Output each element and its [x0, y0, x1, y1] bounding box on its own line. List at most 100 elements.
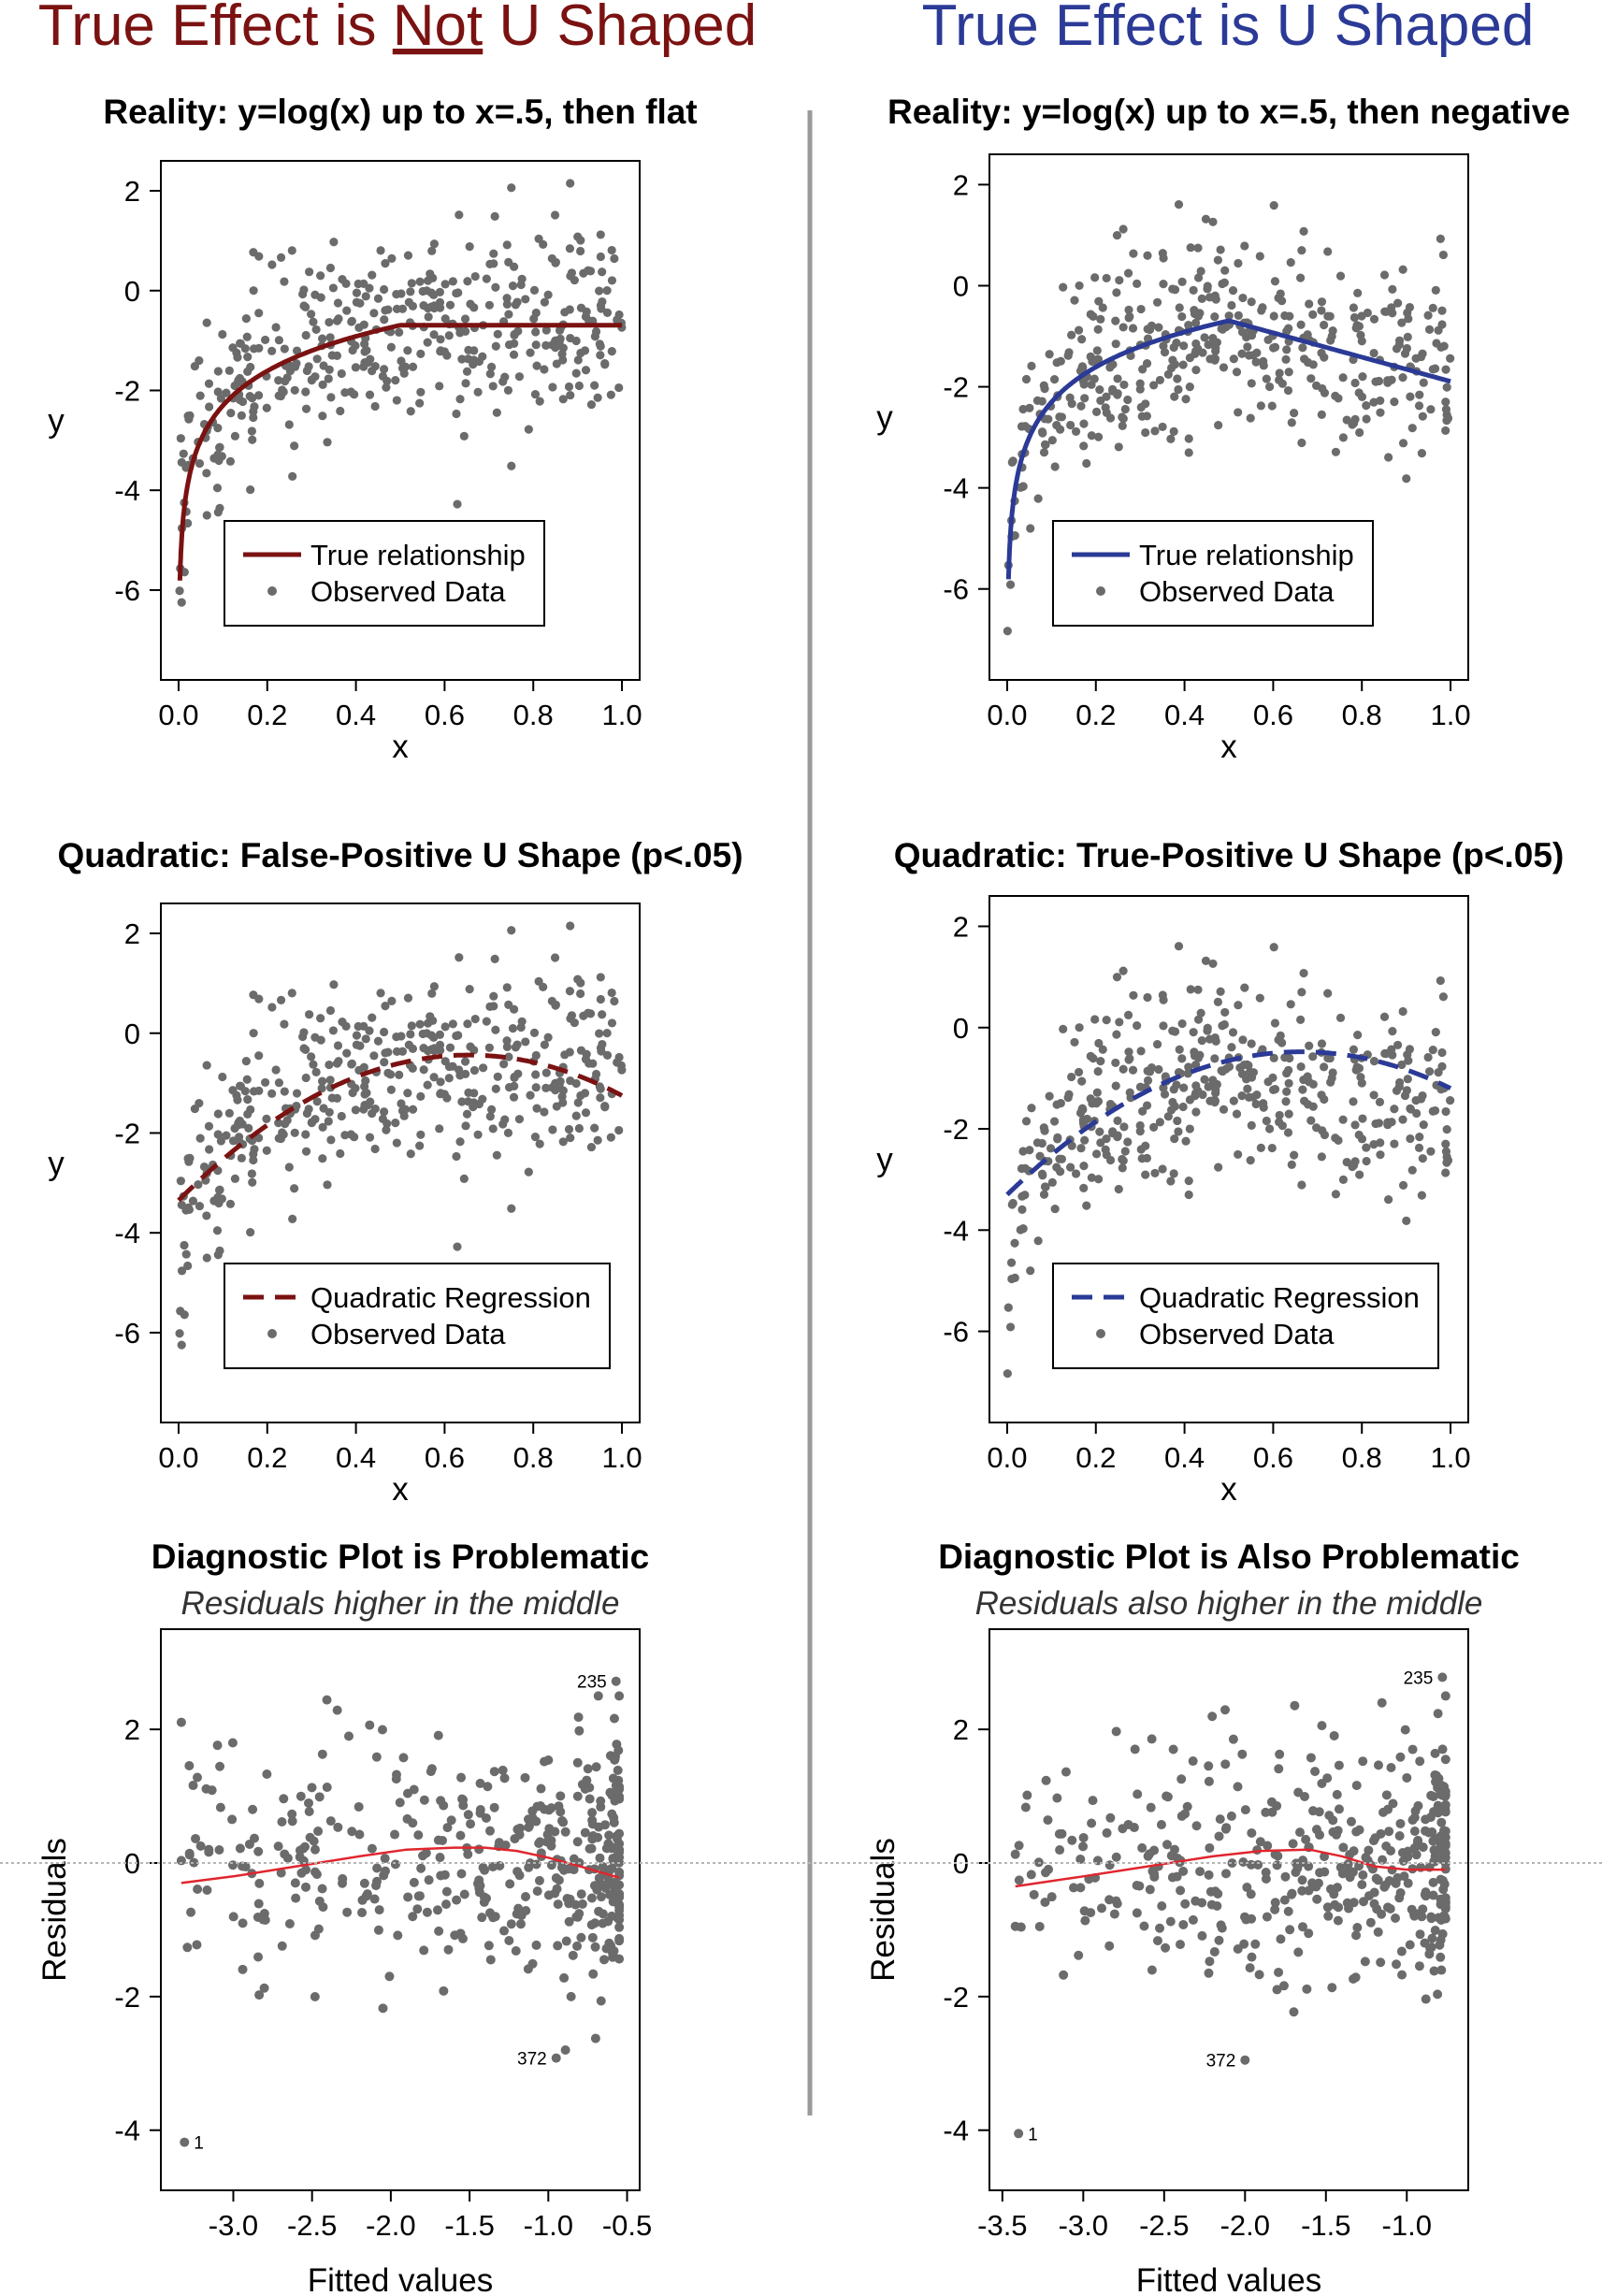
data-point: [436, 335, 445, 344]
x-tick-label: -3.0: [1059, 2209, 1108, 2242]
residual-point: [1207, 1711, 1218, 1722]
data-point: [1123, 1010, 1133, 1019]
residual-point: [1436, 1874, 1446, 1884]
data-point: [1280, 1053, 1290, 1062]
residual-point: [1413, 1800, 1423, 1811]
residual-point: [439, 1986, 449, 1996]
residual-point: [279, 1794, 289, 1804]
residual-point: [614, 1784, 625, 1795]
data-point: [329, 238, 339, 247]
residual-point: [1352, 1922, 1363, 1932]
data-point: [1124, 1055, 1133, 1064]
data-point: [1331, 447, 1341, 456]
point-label: 372: [1206, 2052, 1236, 2072]
residual-point: [610, 1886, 620, 1897]
data-point: [1118, 1154, 1127, 1164]
data-point: [524, 425, 533, 434]
data-point: [469, 303, 479, 312]
data-point: [408, 1044, 418, 1053]
data-point: [1112, 1030, 1121, 1039]
data-point: [1390, 1105, 1399, 1114]
residual-point: [1278, 1981, 1289, 1991]
data-point: [323, 1180, 332, 1190]
x-tick-label: 0.6: [425, 1441, 465, 1474]
data-point: [418, 1029, 427, 1039]
data-point: [332, 351, 341, 360]
data-point: [213, 1130, 223, 1139]
residual-point: [1378, 1807, 1389, 1817]
data-point: [301, 1073, 310, 1083]
data-point: [1269, 311, 1278, 321]
data-point: [1353, 288, 1363, 297]
data-point: [1105, 1155, 1116, 1165]
residual-point: [440, 1870, 450, 1880]
data-point: [305, 267, 314, 277]
data-point: [243, 1095, 253, 1105]
data-point: [1418, 1090, 1427, 1101]
data-point: [369, 309, 379, 318]
data-point: [1374, 376, 1384, 386]
data-point: [280, 344, 289, 354]
data-point: [1205, 293, 1215, 302]
x-tick-label: 0.6: [1253, 1441, 1293, 1474]
data-point: [1149, 381, 1159, 390]
residual-point: [1029, 1889, 1039, 1899]
data-point: [279, 1130, 288, 1139]
data-point: [1142, 1153, 1152, 1162]
residual-point: [1272, 1985, 1282, 1995]
data-point: [1032, 396, 1043, 405]
data-point: [440, 1090, 450, 1099]
x-axis-label: x: [392, 729, 409, 765]
residual-point: [1214, 1831, 1224, 1841]
data-point: [217, 1194, 226, 1204]
data-point: [1384, 1194, 1393, 1205]
x-tick-label: 0.2: [247, 699, 287, 731]
data-point: [1077, 335, 1087, 344]
residual-point: [314, 1896, 325, 1906]
data-point: [406, 1149, 415, 1159]
data-point: [1166, 1177, 1176, 1186]
data-point: [1200, 333, 1209, 342]
residual-point: [1360, 1957, 1370, 1967]
residual-point: [1431, 1777, 1441, 1787]
data-point: [218, 1072, 227, 1082]
data-point: [1406, 1104, 1415, 1113]
residual-point: [1178, 1919, 1189, 1929]
data-point: [1213, 255, 1223, 265]
data-point: [1299, 226, 1308, 236]
residual-point: [322, 1783, 332, 1793]
data-point: [1357, 1078, 1366, 1088]
data-point: [1090, 273, 1100, 282]
data-point: [1204, 340, 1213, 350]
residual-point: [1026, 1870, 1036, 1880]
residual-point: [1323, 1911, 1334, 1921]
residual-point: [585, 1794, 595, 1804]
data-point: [540, 297, 550, 307]
data-point: [176, 434, 185, 443]
data-point: [1277, 296, 1287, 306]
data-point: [392, 1032, 401, 1042]
residual-point: [1388, 1798, 1398, 1809]
residual-point: [1054, 1828, 1064, 1839]
residual-point: [513, 1903, 524, 1913]
data-point: [1358, 1114, 1367, 1123]
data-point: [1163, 369, 1173, 379]
data-point: [1398, 439, 1408, 448]
data-point: [532, 1104, 541, 1113]
data-point: [328, 283, 338, 293]
data-point: [399, 1111, 409, 1120]
data-point: [310, 372, 320, 382]
data-point: [380, 284, 389, 295]
data-point: [290, 1184, 299, 1193]
data-point: [326, 393, 336, 402]
residual-point: [248, 1804, 258, 1814]
x-tick-label: -1.5: [1301, 2209, 1350, 2242]
chart-panel-quadratic-true-positive: Quadratic: True-Positive U Shape (p<.05)…: [876, 836, 1564, 1508]
residual-point: [1373, 1875, 1383, 1885]
data-point: [1161, 1072, 1170, 1081]
data-point: [507, 1204, 516, 1213]
residual-point: [576, 1932, 586, 1942]
residual-point: [384, 1971, 395, 1982]
data-point: [596, 351, 605, 360]
data-point: [1115, 276, 1124, 285]
